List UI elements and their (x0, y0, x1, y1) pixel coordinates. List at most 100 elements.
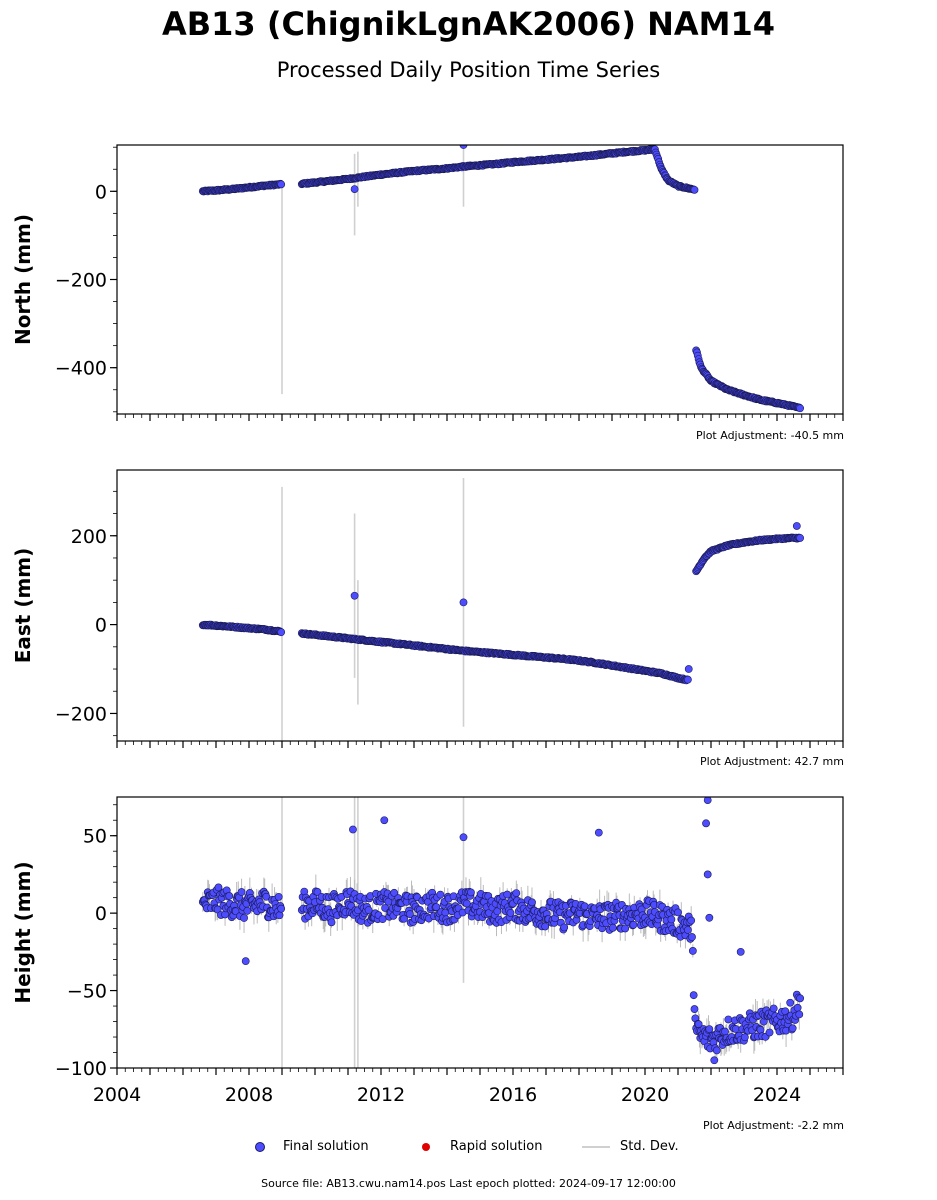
height-point (364, 906, 373, 915)
final-solution-marker-icon (255, 1141, 265, 1152)
height-point (786, 998, 795, 1007)
north-point (796, 404, 804, 413)
height-point (467, 888, 475, 897)
legend-std-label: Std. Dev. (620, 1139, 679, 1154)
legend-final-label: Final solution (283, 1139, 369, 1154)
height-point (621, 924, 630, 933)
height-point (724, 1015, 733, 1024)
east-plot-area (198, 477, 804, 741)
north-y-axis-label: North (mm) (11, 214, 35, 345)
height-y-tick-label: 0 (95, 903, 107, 925)
source-file-line: Source file: AB13.cwu.nam14.pos Last epo… (261, 1177, 676, 1190)
height-point (795, 1010, 804, 1019)
height-point (608, 923, 617, 932)
height-y-axis-label: Height (mm) (11, 861, 35, 1003)
height-point (687, 916, 696, 925)
east-point (796, 534, 804, 542)
height-point (667, 915, 676, 924)
height-point (793, 1003, 802, 1012)
height-point (462, 899, 471, 908)
legend-rapid-solution: Rapid solution (420, 1139, 542, 1154)
height-point (721, 1027, 729, 1036)
height-point (710, 1056, 719, 1065)
x-tick-label: 2016 (489, 1084, 537, 1106)
height-point (594, 828, 603, 837)
height-point (243, 906, 252, 915)
east-frame (116, 469, 844, 742)
height-point (390, 888, 399, 897)
east-y-tick-label: −200 (55, 703, 107, 725)
height-point (740, 1033, 749, 1042)
height-point (765, 1028, 774, 1037)
north-y-tick-label: 0 (95, 181, 107, 203)
height-point (214, 883, 223, 892)
height-point (380, 816, 389, 825)
height-plot-area (198, 797, 804, 1068)
height-point (736, 947, 745, 956)
east-point (459, 598, 468, 607)
height-point (225, 892, 234, 900)
north-plot-area (198, 145, 804, 413)
height-point (459, 833, 468, 842)
height-point (703, 797, 712, 804)
height-point (436, 890, 445, 899)
std-dev-line-icon (582, 1145, 610, 1148)
x-tick-label: 2012 (357, 1084, 405, 1106)
height-point (688, 933, 696, 941)
height-point (506, 908, 515, 917)
height-panel: 50 0 −50 −100 Height (mm) 2004 2008 2012 2016 202… (11, 796, 844, 1106)
height-point (237, 888, 246, 896)
east-point (792, 522, 801, 530)
height-point (769, 1004, 778, 1013)
north-point (459, 145, 468, 149)
north-point (690, 185, 699, 194)
height-point (690, 1005, 699, 1013)
north-y-tick-label: −200 (55, 270, 107, 292)
height-point (493, 907, 502, 916)
north-frame (116, 144, 844, 415)
height-point (712, 1046, 721, 1055)
height-point (432, 903, 441, 911)
east-point (684, 665, 693, 673)
x-tick-label: 2004 (93, 1084, 141, 1106)
height-point (756, 1025, 765, 1034)
height-point (512, 889, 521, 897)
height-point (674, 908, 682, 917)
east-plot-adjustment: Plot Adjustment: 42.7 mm (699, 755, 844, 768)
legend-final-solution: Final solution (255, 1139, 369, 1154)
height-point (705, 1025, 714, 1034)
legend: Final solution Rapid solution Std. Dev. (0, 1139, 937, 1157)
east-y-tick-label: 0 (95, 615, 107, 637)
height-y-tick-label: −50 (67, 981, 107, 1003)
height-plot-adjustment: Plot Adjustment: -2.2 mm (703, 1119, 844, 1132)
height-point (327, 918, 336, 927)
east-y-tick-label: 200 (71, 526, 107, 548)
height-point (703, 870, 712, 879)
height-point (541, 922, 550, 931)
height-y-tick-label: 50 (83, 826, 107, 848)
rapid-solution-marker-icon (422, 1142, 430, 1151)
height-point (705, 913, 714, 922)
legend-std-dev: Std. Dev. (582, 1139, 679, 1154)
height-point (274, 892, 283, 901)
height-point (349, 825, 357, 834)
north-point (277, 180, 286, 189)
height-point (684, 926, 692, 934)
height-point (629, 920, 638, 929)
height-point (275, 911, 284, 920)
height-point (277, 904, 286, 913)
height-point (796, 994, 804, 1003)
chart-title: AB13 (ChignikLgnAK2006) NAM14 (161, 5, 775, 43)
height-y-tick-label: −100 (55, 1058, 107, 1080)
height-point (405, 910, 414, 918)
height-point (702, 819, 710, 828)
height-point (528, 898, 536, 907)
height-point (378, 915, 387, 924)
x-tick-label: 2008 (225, 1084, 273, 1106)
east-point (277, 628, 286, 637)
height-point (788, 1024, 797, 1033)
east-point (684, 675, 692, 684)
height-point (503, 890, 512, 899)
height-point (400, 914, 408, 923)
